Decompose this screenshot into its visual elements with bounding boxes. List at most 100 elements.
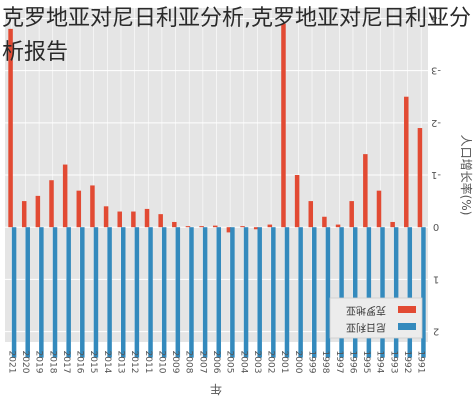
bar-croatia <box>417 128 423 228</box>
x-tick-label: 2020 <box>20 351 30 374</box>
x-tick-label: 2012 <box>129 351 139 374</box>
x-tick-label: 2021 <box>6 351 16 374</box>
x-tick-label: 2018 <box>47 351 57 374</box>
bar-croatia <box>308 201 314 228</box>
bar-nigeria <box>148 227 153 358</box>
bar-croatia <box>62 164 68 228</box>
bar-nigeria <box>175 227 181 358</box>
y-tick-labels: 2 1 0 -1 -2 -3 -4 <box>431 12 441 336</box>
bar-croatia <box>158 214 163 228</box>
x-tick-label: 2006 <box>211 351 221 374</box>
bar-nigeria <box>120 227 126 358</box>
bar-nigeria <box>80 227 85 358</box>
bar-nigeria <box>230 227 235 358</box>
bar-nigeria <box>161 227 167 358</box>
bar-croatia <box>144 208 150 228</box>
legend-label: 克罗地亚 <box>346 304 386 317</box>
bar-croatia <box>349 201 354 228</box>
x-tick-label: 1997 <box>334 351 344 374</box>
x-tick-label: 1991 <box>416 351 426 374</box>
bar-croatia <box>76 190 82 228</box>
x-tick-label: 2004 <box>238 351 248 374</box>
bar-nigeria <box>66 227 71 358</box>
bar-croatia <box>21 201 27 228</box>
x-tick-labels: 2021 2020 2019 2018 2017 2016 2015 2014 2013 2012… <box>6 351 425 374</box>
x-tick-label: 2007 <box>197 351 207 374</box>
y-tick-label: 2 <box>433 326 439 337</box>
x-axis-label: 年 <box>210 382 222 396</box>
bar-nigeria <box>134 227 140 358</box>
bar-nigeria <box>325 227 331 358</box>
y-tick-label: -1 <box>431 169 441 180</box>
axis-labels: 人口增长率(%) 年 <box>210 135 474 396</box>
bar-nigeria <box>312 227 317 358</box>
x-tick-label: 2017 <box>61 351 71 374</box>
bar-croatia <box>253 227 259 230</box>
bar-croatia <box>185 226 191 228</box>
x-tick-label: 2009 <box>170 351 180 374</box>
bar-croatia <box>131 211 136 228</box>
bar-croatia <box>35 195 41 228</box>
legend-label: 尼日利亚 <box>346 321 386 333</box>
legend-box <box>329 297 423 339</box>
bar-nigeria <box>257 227 262 358</box>
bar-nigeria <box>393 227 399 358</box>
bar-nigeria <box>407 227 413 358</box>
bar-nigeria <box>380 227 385 358</box>
x-tick-label: 2002 <box>266 351 276 374</box>
bar-nigeria <box>52 227 58 358</box>
bar-croatia <box>240 226 245 228</box>
x-tick-label: 1992 <box>402 351 412 374</box>
x-tick-label: 2005 <box>225 351 235 374</box>
bar-croatia <box>267 224 273 228</box>
x-tick-label: 2019 <box>34 351 44 374</box>
bar-croatia <box>49 180 54 228</box>
bar-nigeria <box>39 227 44 358</box>
legend-swatch <box>398 323 416 330</box>
bar-croatia <box>363 154 368 228</box>
x-tick-label: 2013 <box>115 351 125 374</box>
bar-nigeria <box>189 227 194 358</box>
y-tick-label: -4 <box>431 12 441 23</box>
x-tick-label: 2003 <box>252 351 262 374</box>
legend-swatch <box>398 306 416 313</box>
bar-croatia <box>322 216 327 228</box>
x-tick-label: 2016 <box>75 351 85 374</box>
x-tick-label: 2010 <box>156 351 166 374</box>
bar-nigeria <box>243 227 249 358</box>
x-tick-label: 1999 <box>307 351 317 374</box>
y-tick-label: -3 <box>431 65 441 76</box>
bar-croatia <box>199 226 204 228</box>
bar-croatia <box>90 185 95 228</box>
bar-nigeria <box>366 227 372 358</box>
bar-croatia <box>117 211 122 228</box>
bar-nigeria <box>107 227 112 358</box>
bar-croatia <box>226 227 232 233</box>
bars <box>8 23 426 358</box>
x-tick-label: 2000 <box>293 351 303 374</box>
y-tick-label: 1 <box>433 273 439 284</box>
bar-croatia <box>281 23 286 228</box>
bar-croatia <box>335 224 341 228</box>
x-tick-label: 2001 <box>279 351 289 374</box>
bar-croatia <box>8 28 13 228</box>
bar-nigeria <box>11 227 17 358</box>
y-tick-label: 0 <box>433 221 439 232</box>
x-tick-label: 1998 <box>320 351 330 374</box>
bar-croatia <box>376 190 382 228</box>
bar-croatia <box>172 221 177 228</box>
x-tick-label: 1993 <box>388 351 398 374</box>
y-tick-label: -2 <box>431 117 441 128</box>
bar-croatia <box>103 206 109 228</box>
bar-nigeria <box>284 227 290 358</box>
bar-nigeria <box>25 227 30 358</box>
bar-nigeria <box>216 227 222 358</box>
x-tick-label: 1995 <box>361 351 371 374</box>
bar-nigeria <box>271 227 276 358</box>
bar-croatia <box>294 175 300 228</box>
bar-croatia <box>404 96 409 228</box>
bar-nigeria <box>352 227 358 358</box>
page-title: 克罗地亚对尼日利亚分析,克罗地亚对尼日利亚分析报告 <box>2 6 471 65</box>
